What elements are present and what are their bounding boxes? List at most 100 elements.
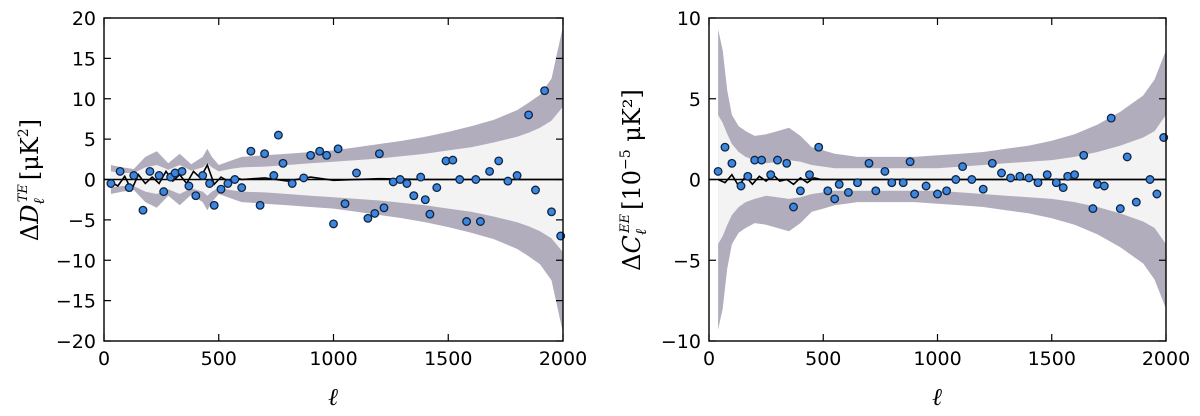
te-data-point <box>255 200 265 210</box>
ee-data-point <box>843 187 853 197</box>
te-points <box>106 86 566 241</box>
te-data-point <box>352 168 361 178</box>
te-data-point <box>512 171 522 180</box>
te-data-point <box>306 150 316 160</box>
ee-ylabel-symbol: C <box>618 235 646 253</box>
te-data-point <box>416 172 426 182</box>
ee-points <box>713 113 1169 214</box>
ee-data-point <box>997 168 1006 178</box>
te-data-point <box>159 187 169 197</box>
ee-data-point <box>789 202 798 212</box>
ee-y-tick-label: −5 <box>673 250 701 272</box>
ee-data-point <box>1079 150 1089 160</box>
te-ylabel-subscript: ℓ <box>30 198 48 204</box>
te-data-point <box>230 175 240 184</box>
ee-data-point <box>727 158 737 168</box>
ee-data-point <box>887 178 897 188</box>
te-data-point <box>471 175 481 184</box>
te-data-point <box>191 191 201 201</box>
ee-data-point <box>743 171 753 181</box>
ee-data-point <box>830 194 840 204</box>
te-data-point <box>531 185 540 195</box>
te-data-point <box>223 179 233 188</box>
ee-x-tick-label: 1500 <box>1028 348 1076 370</box>
ee-data-point <box>880 166 890 176</box>
te-data-point <box>485 166 495 176</box>
te-y-tick-label: 5 <box>84 129 96 151</box>
te-x-tick-label: 1500 <box>424 348 472 370</box>
ee-data-point <box>958 162 968 172</box>
ee-data-point <box>1070 170 1080 180</box>
ee-x-axis-label: ℓ <box>932 383 942 411</box>
ee-x-tick-label: 1000 <box>913 348 961 370</box>
ee-ylabel-superscript: EE <box>618 213 633 233</box>
te-data-point <box>209 200 219 210</box>
te-data-point <box>547 207 556 217</box>
ee-data-point <box>1088 204 1098 214</box>
te-x-tick-label: 500 <box>201 348 237 370</box>
te-y-tick-label: 20 <box>72 8 96 30</box>
ee-ticks <box>708 17 1167 342</box>
te-data-point <box>177 166 187 176</box>
ee-y-axis-label: ΔCℓEE [10−5 μK²] <box>618 89 650 271</box>
te-y-tick-label: 15 <box>72 48 96 70</box>
te-data-point <box>363 213 373 223</box>
ee-data-point <box>1099 181 1109 191</box>
ee-data-point <box>987 158 997 168</box>
ee-data-point <box>942 186 952 196</box>
ee-data-point <box>720 142 730 152</box>
te-ticks <box>103 17 564 342</box>
ee-data-point <box>805 170 814 180</box>
te-data-point <box>129 171 139 180</box>
ee-data-point <box>1145 175 1155 184</box>
te-data-point <box>260 149 270 159</box>
te-data-point <box>106 179 116 188</box>
te-x-tick-label: 2000 <box>539 348 587 370</box>
ee-data-point <box>713 166 723 176</box>
ee-data-point <box>967 175 977 184</box>
te-data-point <box>287 179 297 188</box>
ee-data-point <box>795 186 805 196</box>
te-y-tick-label: −15 <box>56 291 96 313</box>
ee-data-point <box>1015 171 1025 181</box>
ee-data-point <box>773 155 782 165</box>
ee-data-point <box>910 189 920 199</box>
te-ylabel-unit-end: ] <box>16 119 44 128</box>
ee-data-point <box>1131 197 1141 207</box>
ee-x-tick-label: 2000 <box>1142 348 1190 370</box>
te-x-axis-label: ℓ <box>328 383 338 411</box>
ee-data-point <box>1024 173 1034 183</box>
te-y-tick-label: 10 <box>72 89 96 111</box>
te-data-point <box>475 217 485 226</box>
ee-ylabel-unit: [10 <box>618 170 646 210</box>
ee-ylabel-unit-end: μK²] <box>618 89 646 149</box>
ee-panel: 0 500 1000 1500 2000 −10 −5 0 5 10 ℓ ΔCℓEE [10−5 … <box>618 8 1190 411</box>
ee-ylabel-unit-superscript: −5 <box>618 149 634 170</box>
te-data-point <box>278 158 288 168</box>
ee-data-point <box>823 186 833 196</box>
te-data-point <box>154 171 164 180</box>
te-data-point <box>115 166 125 176</box>
te-data-point <box>455 175 465 184</box>
te-x-tick-labels: 0 500 1000 1500 2000 <box>98 348 587 370</box>
ee-data-point <box>864 158 874 168</box>
ee-data-point <box>814 142 824 152</box>
ee-ylabel-delta: Δ <box>618 253 646 270</box>
te-data-point <box>216 184 226 194</box>
te-data-point <box>299 173 309 183</box>
ee-data-point <box>871 186 881 196</box>
ee-data-point <box>757 155 767 165</box>
ee-data-point <box>1106 113 1116 123</box>
ee-data-point <box>933 189 942 199</box>
ee-y-tick-labels: −10 −5 0 5 10 <box>661 8 701 353</box>
ee-data-point <box>905 157 915 167</box>
te-data-point <box>374 149 384 159</box>
ee-data-point <box>736 181 746 191</box>
ee-x-tick-label: 500 <box>805 348 841 370</box>
ee-data-point <box>1006 173 1016 183</box>
te-x-tick-label: 0 <box>98 348 110 370</box>
te-data-point <box>124 183 134 193</box>
te-data-point <box>198 171 208 180</box>
te-data-point <box>370 208 380 218</box>
